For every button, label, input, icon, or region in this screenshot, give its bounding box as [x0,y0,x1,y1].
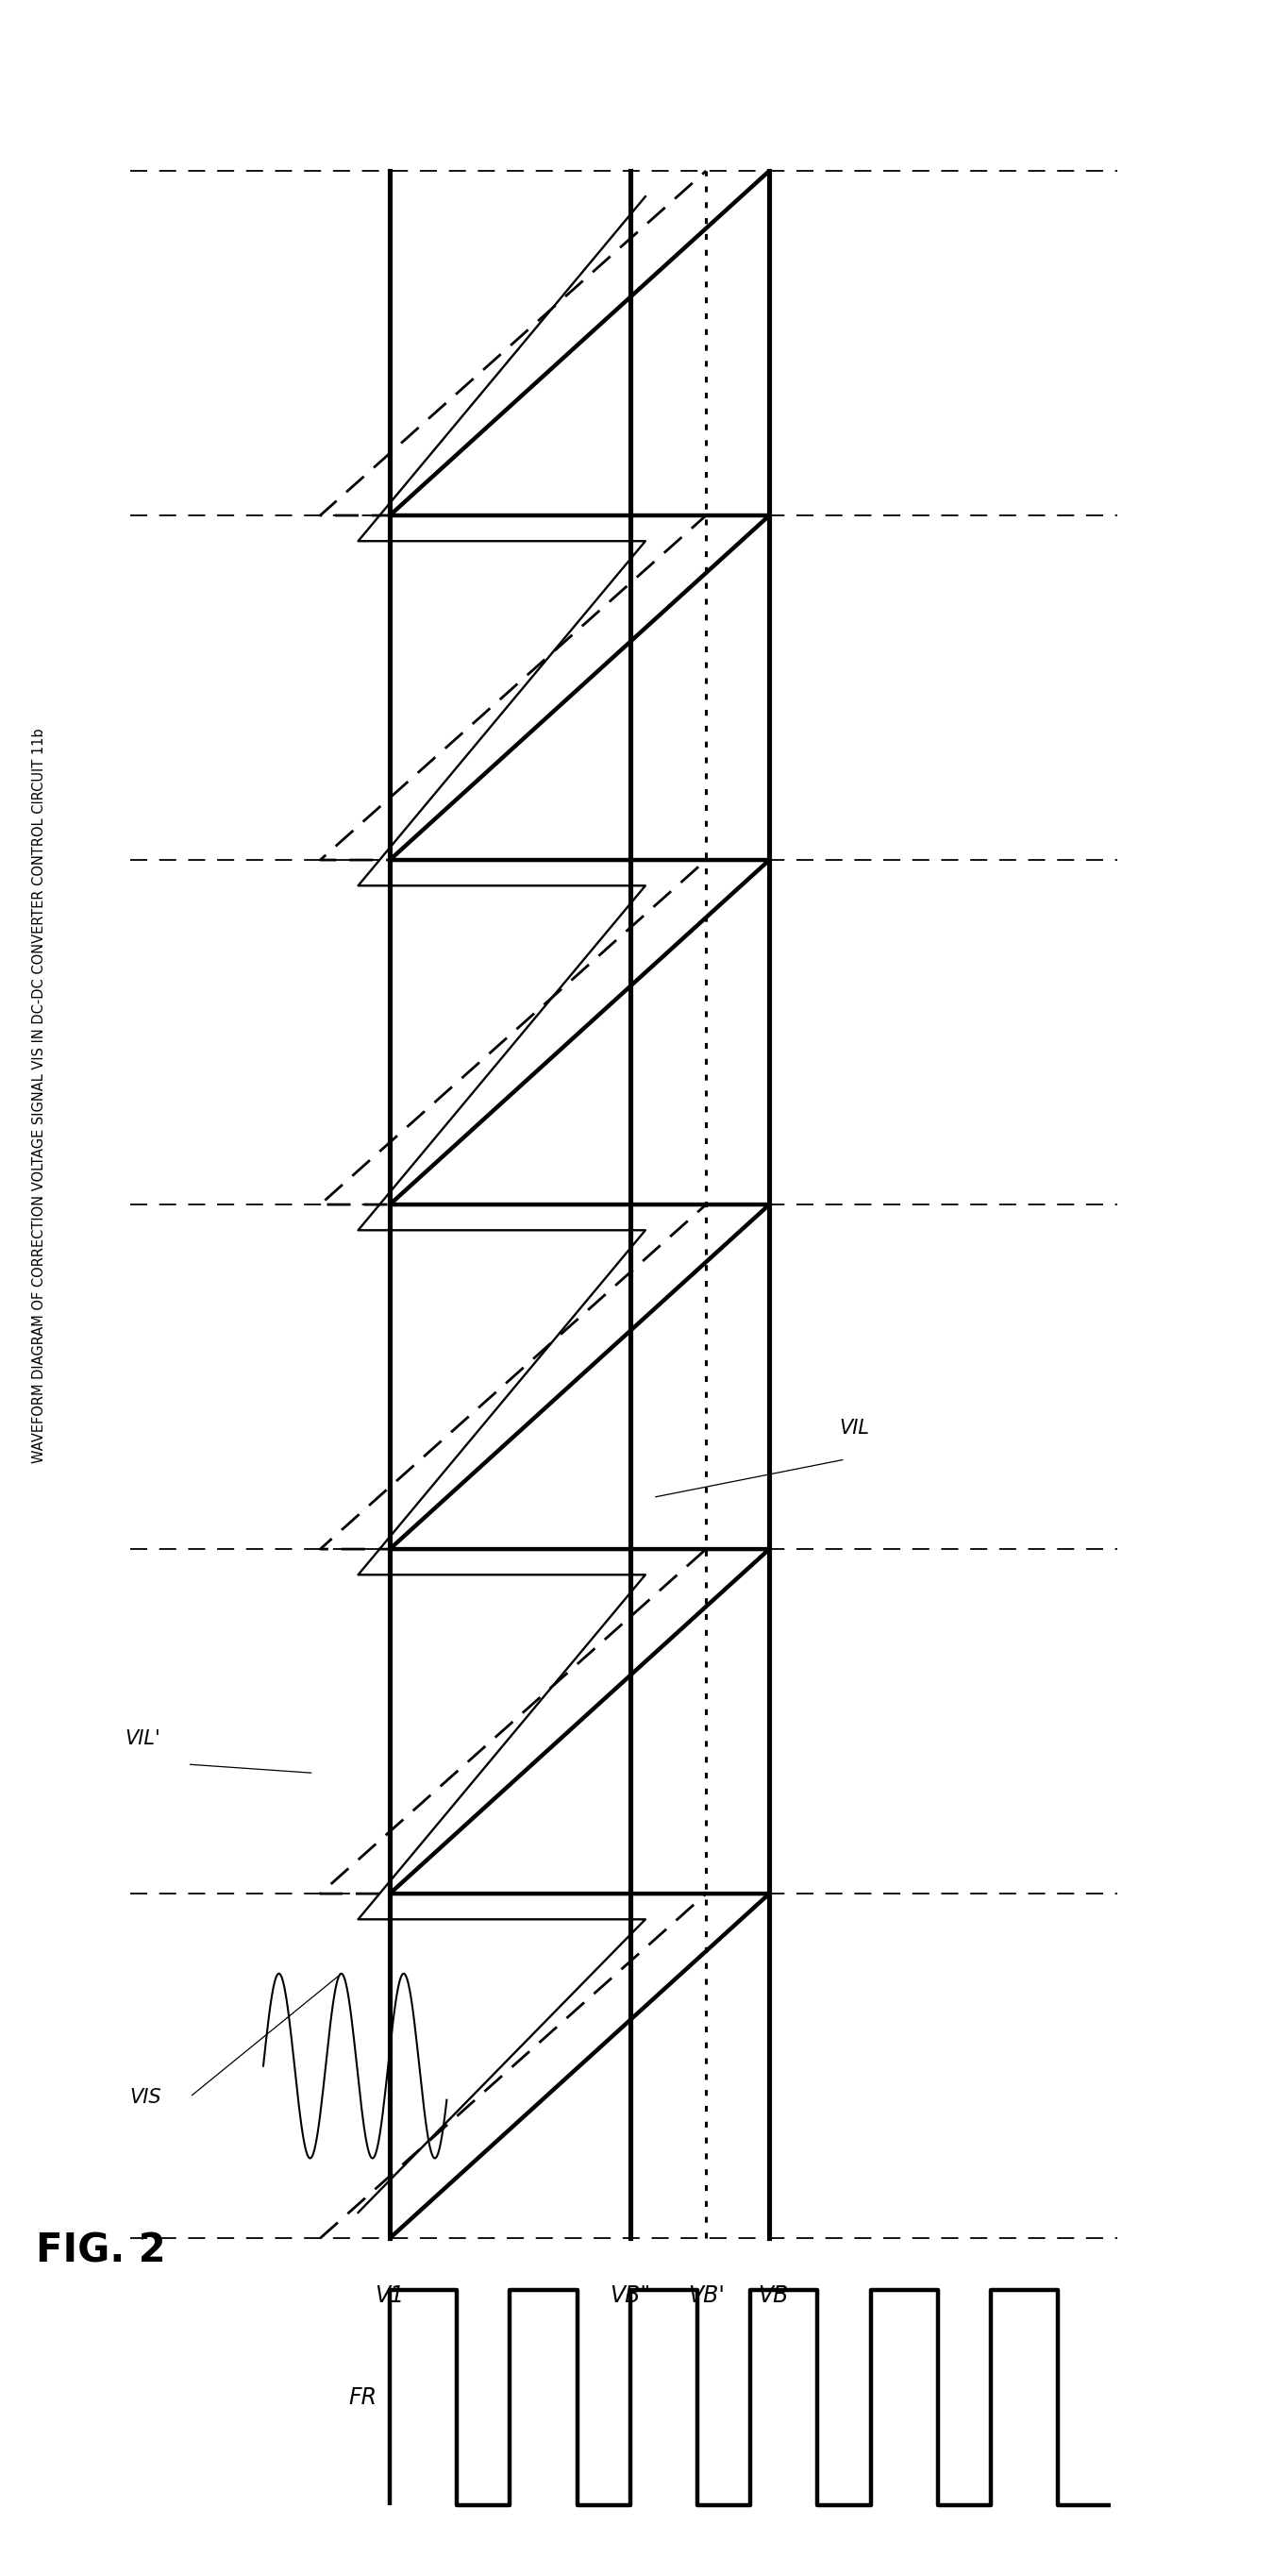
Text: FR: FR [349,2385,377,2409]
Text: V1: V1 [376,2285,405,2308]
Text: VIL': VIL' [125,1728,160,1749]
Text: VIS: VIS [130,2087,162,2107]
Text: VB': VB' [687,2285,724,2308]
Text: VIL: VIL [839,1419,869,1437]
Text: VB": VB" [610,2285,651,2308]
Text: FIG. 2: FIG. 2 [36,2231,165,2272]
Text: VB: VB [757,2285,788,2308]
Text: WAVEFORM DIAGRAM OF CORRECTION VOLTAGE SIGNAL VIS IN DC-DC CONVERTER CONTROL CIR: WAVEFORM DIAGRAM OF CORRECTION VOLTAGE S… [32,729,46,1463]
